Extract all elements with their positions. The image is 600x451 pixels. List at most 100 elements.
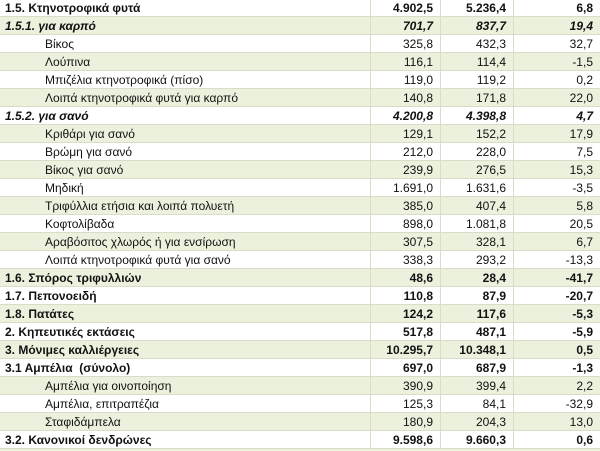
table-row: Τριφύλλια ετήσια και λοιπά πολυετή 385,0 4… <box>0 197 600 215</box>
value-cell: 325,8 <box>370 35 440 52</box>
table-row: Βίκος για σανό 239,9 276,5 15,3 <box>0 161 600 179</box>
row-label: 3.1 Αμπέλια (σύνολο) <box>5 360 131 375</box>
table-row: Σταφιδάμπελα 180,9 204,3 13,0 <box>0 413 600 431</box>
row-label: Βίκος <box>45 36 74 51</box>
table-row: Βρώμη για σανό 212,0 228,0 7,5 <box>0 143 600 161</box>
value-cell: 0,5 <box>513 341 600 358</box>
row-label: 1.8. Πατάτες <box>5 306 75 321</box>
row-label: Λούπινα <box>45 54 91 69</box>
value-cell: -32,9 <box>513 395 600 412</box>
row-label: Μηδική <box>45 180 84 195</box>
value-cell: 20,5 <box>513 215 600 232</box>
value-cell: 898,0 <box>370 215 440 232</box>
value-cell: 2,2 <box>513 377 600 394</box>
value-cell: 124,2 <box>370 305 440 322</box>
value-cell: 6,7 <box>513 233 600 250</box>
row-label: Κριθάρι για σανό <box>45 126 135 141</box>
value-cell: 399,4 <box>440 377 513 394</box>
value-cell: 517,8 <box>370 323 440 340</box>
value-cell: 119,2 <box>440 71 513 88</box>
row-label: Βρώμη για σανό <box>45 144 133 159</box>
value-cell: 116,1 <box>370 53 440 70</box>
value-cell: -1,5 <box>513 53 600 70</box>
row-label: Αμπέλια, επιτραπέζια <box>45 396 159 411</box>
value-cell: 0,2 <box>513 71 600 88</box>
value-cell: 10.348,1 <box>440 341 513 358</box>
value-cell: 701,7 <box>370 17 440 34</box>
table-row: Αμπέλια, επιτραπέζια 125,3 84,1 -32,9 <box>0 395 600 413</box>
table-row: Κριθάρι για σανό 129,1 152,2 17,9 <box>0 125 600 143</box>
value-cell: 87,9 <box>440 287 513 304</box>
row-label: Λοιπά κτηνοτροφικά φυτά για σανό <box>45 252 231 267</box>
value-cell: 6,8 <box>513 0 600 16</box>
value-cell: 487,1 <box>440 323 513 340</box>
value-cell: 140,8 <box>370 89 440 106</box>
value-cell: 385,0 <box>370 197 440 214</box>
value-cell: 0,6 <box>513 431 600 448</box>
value-cell: -5,3 <box>513 305 600 322</box>
value-cell: 22,0 <box>513 89 600 106</box>
table-row: Βίκος 325,8 432,3 32,7 <box>0 35 600 53</box>
row-label: 1.5.2. για σανό <box>5 108 89 123</box>
table-row: Μπιζέλια κτηνοτροφικά (πίσο) 119,0 119,2 0,… <box>0 71 600 89</box>
value-cell: 328,1 <box>440 233 513 250</box>
row-label: 1.5.1. για καρπό <box>5 18 96 33</box>
value-cell: 307,5 <box>370 233 440 250</box>
value-cell: 1.631,6 <box>440 179 513 196</box>
value-cell: 837,7 <box>440 17 513 34</box>
value-cell: 697,0 <box>370 359 440 376</box>
table-row: 1.5.2. για σανό 4.200,8 4.398,8 4,7 <box>0 107 600 125</box>
value-cell: 13,0 <box>513 413 600 430</box>
value-cell: -1,3 <box>513 359 600 376</box>
value-cell: 117,6 <box>440 305 513 322</box>
row-label: 1.6. Σπόρος τριφυλλιών <box>5 270 142 285</box>
table-row: 1.5. Κτηνοτροφικά φυτά 4.902,5 5.236,4 6,8 <box>0 0 600 17</box>
row-label: 3.2. Κανονικοί δενδρώνες <box>5 432 152 447</box>
table-row: 1.6. Σπόρος τριφυλλιών 48,6 28,4 -41,7 <box>0 269 600 287</box>
table-row: 3.2. Κανονικοί δενδρώνες 9.598,6 9.660,3 0,… <box>0 431 600 449</box>
value-cell: 432,3 <box>440 35 513 52</box>
value-cell: 1.691,0 <box>370 179 440 196</box>
partial-next-row <box>0 449 600 451</box>
table-row: Λούπινα 116,1 114,4 -1,5 <box>0 53 600 71</box>
value-cell: 125,3 <box>370 395 440 412</box>
row-label: Μπιζέλια κτηνοτροφικά (πίσο) <box>45 72 204 87</box>
value-cell: 84,1 <box>440 395 513 412</box>
value-cell: 180,9 <box>370 413 440 430</box>
value-cell: 7,5 <box>513 143 600 160</box>
table-row: 1.8. Πατάτες 124,2 117,6 -5,3 <box>0 305 600 323</box>
value-cell: 10.295,7 <box>370 341 440 358</box>
value-cell: 5.236,4 <box>440 0 513 16</box>
row-label: Λοιπά κτηνοτροφικά φυτά για καρπό <box>45 90 238 105</box>
table-row: 1.7. Πεπονοειδή 110,8 87,9 -20,7 <box>0 287 600 305</box>
value-cell: 15,3 <box>513 161 600 178</box>
value-cell: -41,7 <box>513 269 600 286</box>
value-cell: 129,1 <box>370 125 440 142</box>
table-row: Λοιπά κτηνοτροφικά φυτά για καρπό 140,8 17… <box>0 89 600 107</box>
value-cell: 17,9 <box>513 125 600 142</box>
value-cell: 171,8 <box>440 89 513 106</box>
table-row: Λοιπά κτηνοτροφικά φυτά για σανό 338,3 293… <box>0 251 600 269</box>
value-cell: 204,3 <box>440 413 513 430</box>
value-cell: 276,5 <box>440 161 513 178</box>
value-cell: 212,0 <box>370 143 440 160</box>
row-label: Αραβόσιτος χλωρός ή για ενσίρωση <box>45 234 236 249</box>
value-cell: 407,4 <box>440 197 513 214</box>
value-cell: 32,7 <box>513 35 600 52</box>
table-row: Αμπέλια για οινοποίηση 390,9 399,4 2,2 <box>0 377 600 395</box>
row-label: Αμπέλια για οινοποίηση <box>45 378 172 393</box>
value-cell: 28,4 <box>440 269 513 286</box>
value-cell: 9.660,3 <box>440 431 513 448</box>
value-cell: 114,4 <box>440 53 513 70</box>
value-cell: 9.598,6 <box>370 431 440 448</box>
value-cell: 4,7 <box>513 107 600 124</box>
value-cell: 228,0 <box>440 143 513 160</box>
value-cell: -5,9 <box>513 323 600 340</box>
value-cell: 48,6 <box>370 269 440 286</box>
row-label: 1.7. Πεπονοειδή <box>5 288 97 303</box>
value-cell: -20,7 <box>513 287 600 304</box>
table-row: 3. Μόνιμες καλλιέργειες 10.295,7 10.348,1 0… <box>0 341 600 359</box>
value-cell: 4.200,8 <box>370 107 440 124</box>
value-cell: 1.081,8 <box>440 215 513 232</box>
